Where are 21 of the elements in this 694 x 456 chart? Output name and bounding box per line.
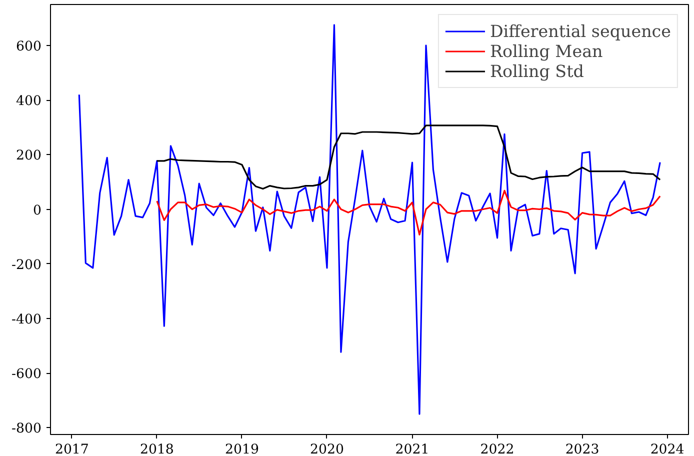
y-tick-label: 600 — [16, 39, 42, 54]
y-tick-label: 400 — [16, 94, 42, 110]
x-tick-label: 2021 — [395, 442, 430, 456]
line-series — [156, 190, 661, 236]
x-tick-label: 2018 — [140, 442, 174, 456]
x-tick-label: 2022 — [480, 442, 514, 456]
y-tick-label: 0 — [33, 203, 42, 218]
x-tick-label: 2020 — [310, 442, 344, 456]
y-tick-label: -600 — [12, 367, 42, 382]
y-tick-label: -400 — [12, 312, 42, 328]
legend-label: Rolling Std — [490, 62, 584, 80]
legend-label: Rolling Mean — [490, 42, 603, 60]
legend-label: Differential sequence — [490, 22, 671, 40]
y-tick-label: -200 — [12, 258, 42, 273]
x-tick-label: 2017 — [54, 442, 89, 456]
x-tick-label: 2024 — [650, 442, 684, 456]
y-tick-label: 200 — [16, 148, 42, 164]
y-tick-label: -800 — [12, 422, 42, 437]
x-tick-label: 2019 — [225, 442, 259, 456]
line-series — [156, 124, 661, 190]
x-tick-label: 2023 — [565, 442, 600, 456]
